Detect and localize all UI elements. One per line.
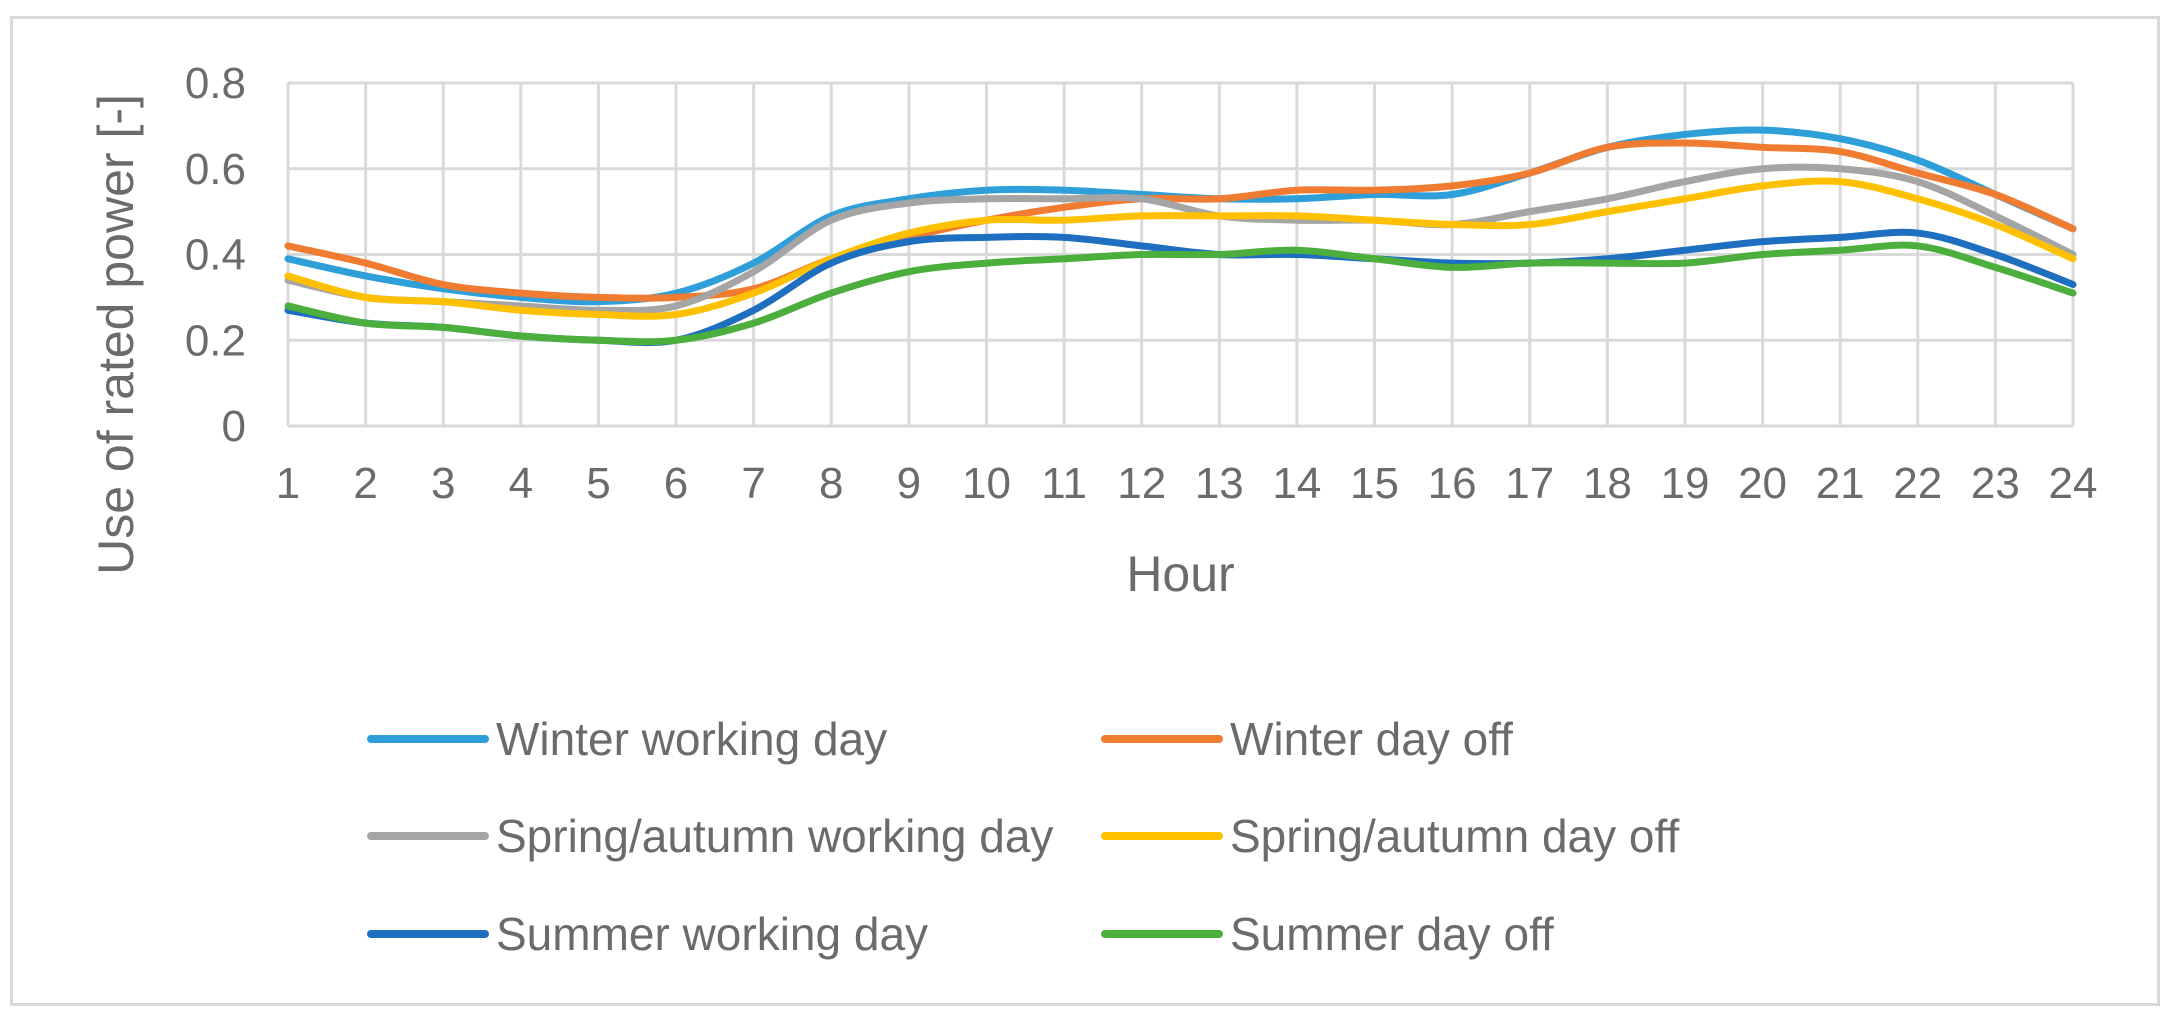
x-tick-label: 7 <box>741 459 765 508</box>
legend-label: Spring/autumn day off <box>1230 810 1679 862</box>
x-tick-label: 3 <box>431 459 455 508</box>
y-tick-label: 0.8 <box>185 59 246 108</box>
x-tick-label: 16 <box>1428 459 1477 508</box>
x-tick-label: 10 <box>962 459 1011 508</box>
legend-label: Winter day off <box>1230 713 1513 765</box>
series-line-1 <box>284 139 2077 302</box>
series-line-2 <box>284 163 2077 315</box>
series-line-3 <box>284 177 2077 320</box>
x-tick-label: 15 <box>1350 459 1399 508</box>
x-tick-label: 4 <box>509 459 533 508</box>
x-tick-label: 5 <box>586 459 610 508</box>
x-tick-label: 9 <box>897 459 921 508</box>
x-tick-label: 6 <box>664 459 688 508</box>
series-lines <box>284 126 2077 347</box>
x-tick-label: 19 <box>1660 459 1709 508</box>
legend-label: Winter working day <box>496 713 887 765</box>
x-tick-label: 11 <box>1041 459 1087 508</box>
x-tick-label: 1 <box>276 459 300 508</box>
x-tick-label: 8 <box>819 459 843 508</box>
x-tick-label: 20 <box>1738 459 1787 508</box>
x-tick-label: 18 <box>1583 459 1632 508</box>
legend-label: Spring/autumn working day <box>496 810 1053 862</box>
series-line-5 <box>284 241 2077 346</box>
x-tick-label: 12 <box>1117 459 1166 508</box>
y-tick-label: 0.6 <box>185 145 246 194</box>
x-axis-title: Hour <box>1126 546 1234 602</box>
x-tick-label: 13 <box>1195 459 1244 508</box>
chart-container: 0 0.2 0.4 0.6 0.8 1 2 3 4 5 6 7 8 9 10 11 12 13 14 15 16 17 18… <box>10 16 2160 1006</box>
x-tick-label: 23 <box>1971 459 2020 508</box>
line-chart: 00.20.40.60.81 2 3 4 5 6 7 8 9 10 11 12 13 14 15 16 17 18… <box>88 59 2098 960</box>
x-tick-label: 24 <box>2049 459 2098 508</box>
y-tick-label: 0.4 <box>185 231 246 280</box>
x-tick-label: 17 <box>1505 459 1554 508</box>
x-tick-label: 14 <box>1272 459 1321 508</box>
x-tick-label: 21 <box>1816 459 1865 508</box>
legend-label: Summer working day <box>496 908 928 960</box>
legend: Winter working day Winter day off Spring/a… <box>367 713 1679 960</box>
x-tick-label: 2 <box>353 459 377 508</box>
axes: 00.20.40.60.81 2 3 4 5 6 7 8 9 10 11 12 13 14 15 16 17 18… <box>185 59 2098 508</box>
y-axis-title: Use of rated power [-] <box>88 94 144 575</box>
legend-label: Summer day off <box>1230 908 1554 960</box>
y-tick-label: 0 <box>222 402 246 451</box>
y-tick-label: 0.2 <box>185 316 246 365</box>
x-tick-label: 22 <box>1893 459 1942 508</box>
